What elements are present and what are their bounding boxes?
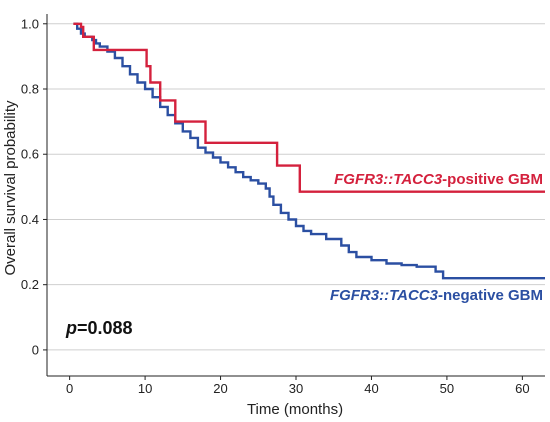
series-label-negative-gene: FGFR3::TACC3 xyxy=(330,287,439,304)
x-tick-label: 40 xyxy=(364,381,378,396)
x-tick-label: 60 xyxy=(515,381,529,396)
y-axis-ticks: 0 0.2 0.4 0.6 0.8 1.0 xyxy=(21,16,47,357)
x-axis-title: Time (months) xyxy=(247,401,343,418)
series-label-positive: FGFR3::TACC3-positive GBM xyxy=(334,171,543,188)
y-tick-label: 0.6 xyxy=(21,147,39,162)
series-layer xyxy=(73,22,545,280)
x-tick-label: 20 xyxy=(213,381,227,396)
x-tick-label: 30 xyxy=(289,381,303,396)
y-tick-label: 1.0 xyxy=(21,16,39,31)
series-negative-line xyxy=(73,22,545,280)
x-tick-label: 10 xyxy=(138,381,152,396)
p-value-symbol: p xyxy=(65,318,77,338)
x-tick-label: 50 xyxy=(440,381,454,396)
y-tick-label: 0 xyxy=(32,342,39,357)
p-value-annotation: p=0.088 xyxy=(65,318,133,338)
p-value-number: =0.088 xyxy=(77,318,133,338)
series-label-negative-suffix: -negative GBM xyxy=(438,287,543,304)
x-axis-ticks: 0 10 20 30 40 50 60 xyxy=(66,376,530,396)
series-label-positive-gene: FGFR3::TACC3 xyxy=(334,171,443,188)
series-label-positive-suffix: -positive GBM xyxy=(442,171,543,188)
y-tick-label: 0.4 xyxy=(21,212,39,227)
y-tick-label: 0.2 xyxy=(21,277,39,292)
y-axis-title: Overall survival probability xyxy=(2,100,19,276)
series-positive-line xyxy=(73,22,545,193)
x-tick-label: 0 xyxy=(66,381,73,396)
y-tick-label: 0.8 xyxy=(21,82,39,97)
series-label-negative: FGFR3::TACC3-negative GBM xyxy=(330,287,543,304)
